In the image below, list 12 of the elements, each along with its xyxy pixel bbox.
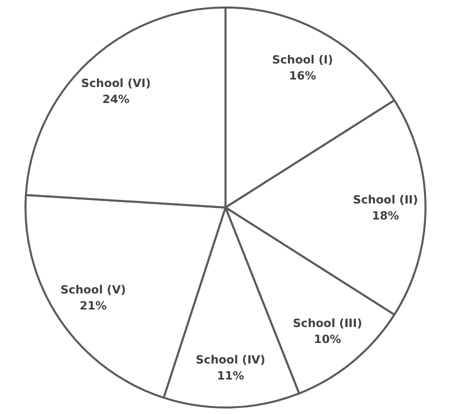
data-label: 16% [289,68,316,82]
slice-label: School (I) [272,52,334,66]
slice-label: School (VI) [81,76,151,90]
slice-label: School (II) [352,192,418,206]
data-label: 24% [102,92,130,106]
data-label: 21% [80,298,107,312]
slice-label: School (IV) [196,352,266,366]
slice-label: School (III) [292,316,362,330]
data-label: 18% [372,208,400,222]
slice-label: School (V) [60,282,126,296]
data-label: 10% [314,332,342,346]
data-label: 11% [216,368,244,382]
